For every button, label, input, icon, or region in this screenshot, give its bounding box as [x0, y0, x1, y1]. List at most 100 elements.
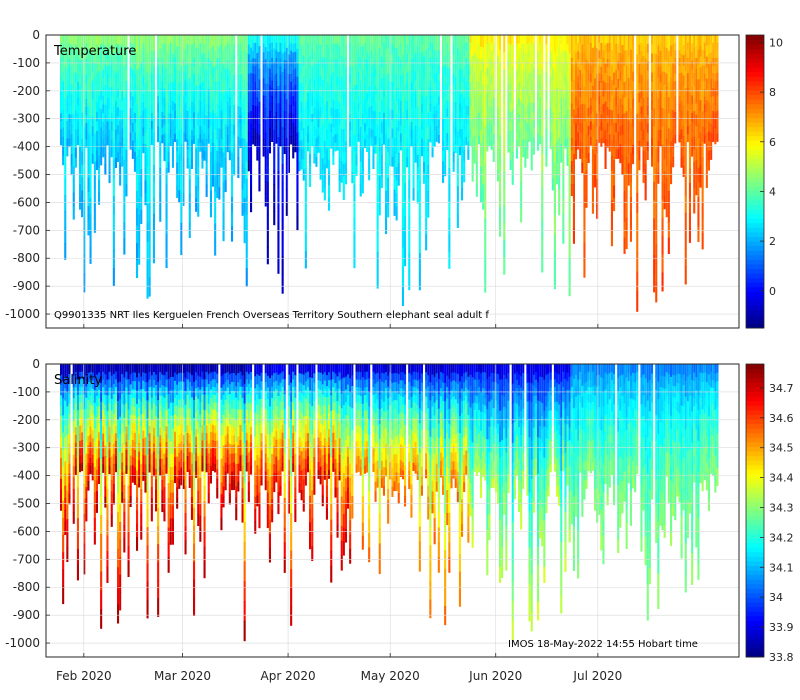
profile-cell	[190, 120, 193, 131]
profile-cell	[195, 198, 198, 212]
profile-cell	[79, 456, 82, 465]
profile-cell	[380, 56, 383, 69]
profile-cell	[691, 147, 694, 157]
profile-cell	[355, 115, 358, 126]
profile-cell	[469, 105, 472, 115]
profile-cell	[444, 45, 447, 56]
profile-cell	[74, 466, 77, 475]
profile-cell	[526, 122, 529, 133]
profile-cell	[231, 49, 234, 65]
profile-cell	[610, 170, 613, 186]
profile-cell	[705, 35, 708, 47]
profile-cell	[357, 95, 360, 104]
profile-cell	[89, 116, 92, 134]
profile-cell	[617, 43, 620, 54]
profile-cell	[106, 520, 109, 537]
profile-cell	[473, 153, 476, 164]
profile-cell	[425, 96, 428, 113]
profile-cell	[110, 422, 113, 435]
profile-cell	[693, 85, 696, 100]
profile-cell	[393, 35, 396, 49]
profile-cell	[182, 108, 185, 121]
profile-cell	[304, 101, 307, 119]
profile-cell	[287, 74, 290, 85]
profile-cell	[577, 132, 580, 142]
profile-cell	[268, 136, 271, 145]
profile-cell	[87, 481, 90, 491]
profile-cell	[216, 151, 219, 164]
profile-cell	[161, 65, 164, 75]
profile-column	[503, 35, 506, 275]
profile-cell	[446, 141, 449, 151]
profile-cell	[121, 156, 124, 167]
profile-cell	[328, 147, 331, 161]
profile-cell	[585, 158, 588, 171]
profile-cell	[655, 187, 658, 208]
profile-cell	[268, 85, 271, 95]
profile-cell	[182, 144, 185, 158]
profile-cell	[401, 73, 404, 94]
profile-cell	[72, 35, 75, 49]
profile-cell	[100, 62, 103, 73]
profile-cell	[532, 77, 535, 87]
profile-cell	[81, 48, 84, 62]
profile-cell	[205, 115, 208, 128]
profile-cell	[374, 43, 377, 53]
profile-cell	[102, 113, 105, 123]
profile-cell	[91, 405, 94, 415]
profile-cell	[376, 125, 379, 144]
profile-column	[551, 35, 554, 191]
profile-cell	[695, 103, 698, 116]
profile-cell	[475, 35, 478, 48]
profile-cell	[100, 90, 103, 101]
profile-column	[250, 35, 253, 213]
profile-cell	[657, 35, 660, 47]
profile-cell	[539, 104, 542, 114]
profile-cell	[239, 43, 242, 52]
profile-cell	[300, 35, 303, 46]
profile-cell	[528, 118, 531, 127]
profile-cell	[475, 58, 478, 71]
profile-column	[81, 35, 84, 218]
profile-cell	[114, 433, 117, 442]
profile-cell	[686, 50, 689, 59]
profile-cell	[108, 418, 111, 428]
profile-cell	[401, 228, 404, 248]
profile-cell	[197, 73, 200, 88]
profile-cell	[357, 50, 360, 59]
profile-cell	[646, 70, 649, 80]
profile-cell	[296, 174, 299, 189]
profile-cell	[76, 425, 79, 442]
profile-cell	[716, 88, 719, 97]
profile-column	[121, 364, 124, 503]
profile-cell	[62, 109, 65, 119]
profile-cell	[452, 112, 455, 124]
profile-cell	[503, 154, 506, 173]
profile-cell	[68, 50, 71, 60]
profile-cell	[509, 83, 512, 94]
profile-cell	[317, 43, 320, 53]
profile-cell	[252, 73, 255, 83]
profile-cell	[537, 76, 540, 85]
profile-cell	[83, 108, 86, 128]
profile-cell	[684, 212, 687, 232]
profile-cell	[357, 118, 360, 127]
profile-cell	[167, 123, 170, 134]
profile-cell	[60, 384, 63, 396]
profile-cell	[193, 120, 196, 129]
profile-cell	[408, 53, 411, 72]
profile-cell	[653, 236, 656, 256]
profile-cell	[412, 117, 415, 130]
profile-column	[287, 35, 290, 173]
profile-cell	[572, 168, 575, 185]
profile-cell	[62, 53, 65, 64]
profile-column	[617, 35, 620, 159]
profile-cell	[231, 182, 234, 198]
profile-cell	[446, 100, 449, 110]
profile-cell	[382, 66, 385, 75]
profile-cell	[640, 66, 643, 76]
profile-cell	[667, 144, 670, 161]
profile-cell	[661, 126, 664, 146]
profile-cell	[480, 106, 483, 120]
profile-column	[655, 35, 658, 303]
